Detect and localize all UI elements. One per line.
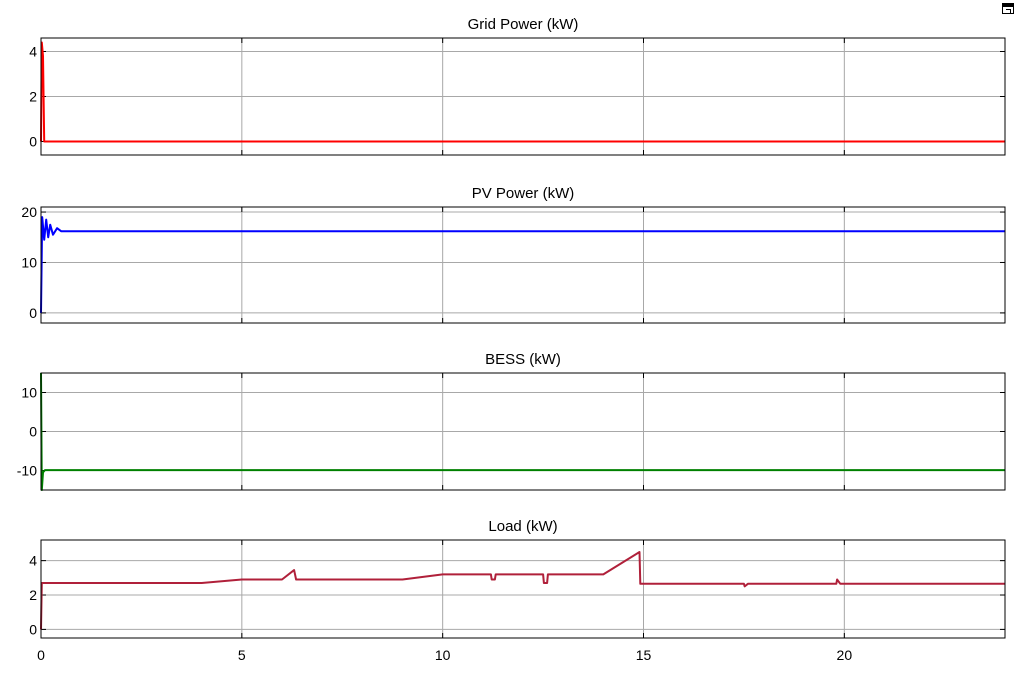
y-tick-label: -10	[17, 463, 37, 479]
y-tick-label: 4	[29, 44, 37, 60]
y-tick-label: 4	[29, 553, 37, 569]
x-tick-label: 0	[37, 647, 45, 663]
axes-frame	[40, 37, 1006, 156]
y-tick-label: 0	[29, 305, 37, 321]
series-line	[40, 41, 1005, 143]
series-line	[40, 216, 1005, 313]
axes-frame	[40, 206, 1006, 324]
y-tick-label: 10	[21, 254, 37, 270]
y-tick-label: 20	[21, 204, 37, 220]
panel-0: 0 2 4 Grid Power (kW)	[29, 16, 1006, 156]
panel-2: -10 0 10 BESS (kW)	[17, 351, 1006, 491]
y-tick-label: 0	[29, 424, 37, 440]
y-tick-label: 0	[29, 621, 37, 637]
axes-frame	[40, 539, 1006, 639]
series-line	[40, 372, 1005, 491]
panel-title: Load (kW)	[488, 518, 557, 535]
y-tick-label: 10	[21, 385, 37, 401]
x-tick-label: 5	[238, 647, 246, 663]
axes-background	[41, 540, 1005, 638]
y-tick-label: 0	[29, 134, 37, 150]
x-tick-label: 10	[435, 647, 451, 663]
panel-title: Grid Power (kW)	[468, 16, 579, 33]
x-tick-label: 20	[837, 647, 853, 663]
undock-icon[interactable]	[1002, 3, 1014, 14]
axes-background	[41, 207, 1005, 323]
series-line	[40, 551, 1005, 630]
y-tick-label: 2	[29, 89, 37, 105]
panel-3: 0 2 4 Load (kW) 0 5 10 15 20	[29, 518, 1006, 663]
x-tick-label: 15	[636, 647, 652, 663]
axes-frame	[40, 372, 1006, 491]
panel-1: 0 10 20 PV Power (kW)	[21, 185, 1006, 324]
y-tick-label: 2	[29, 587, 37, 603]
panel-title: PV Power (kW)	[472, 185, 575, 202]
panel-title: BESS (kW)	[485, 351, 561, 368]
